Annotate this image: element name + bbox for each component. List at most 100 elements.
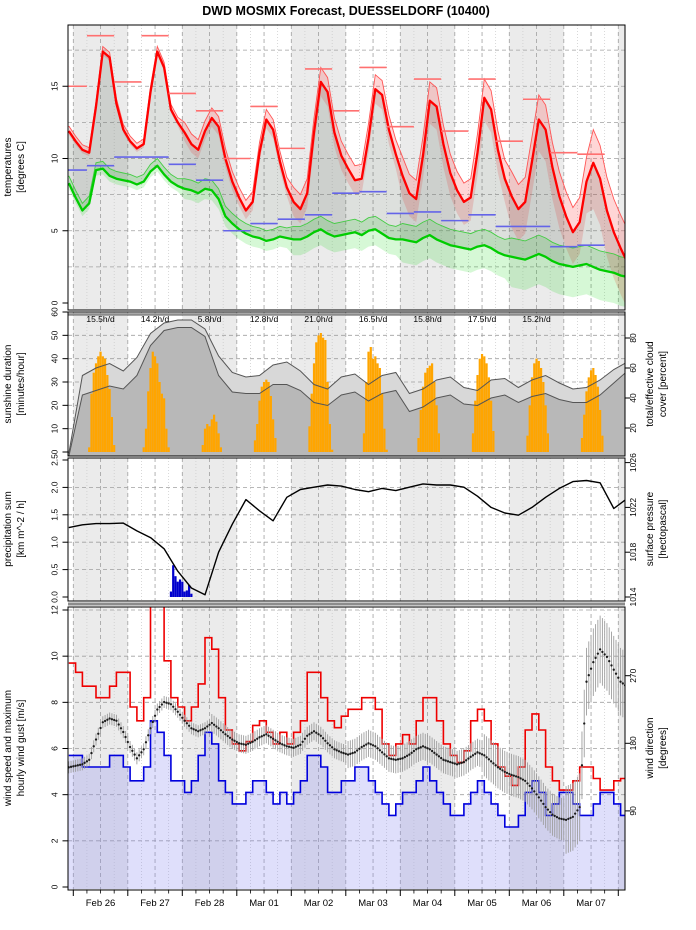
temperature-envelope-line xyxy=(68,44,625,226)
y-tick-label-right: 20 xyxy=(628,423,638,433)
wind-direction-dot xyxy=(549,811,552,814)
wind-direction-dot xyxy=(135,757,139,760)
sunshine-bar xyxy=(210,419,213,452)
sunshine-bar xyxy=(215,421,218,452)
wind-direction-dot xyxy=(564,818,568,822)
sunshine-bar xyxy=(108,389,111,452)
wind-direction-dot xyxy=(430,749,434,753)
wind-direction-dot xyxy=(573,812,577,815)
precipitation-bar xyxy=(178,579,182,597)
sunshine-bar xyxy=(149,368,152,452)
sunshine-bar xyxy=(274,438,277,452)
y-tick-label: 2 xyxy=(50,838,60,843)
wind-direction-dot xyxy=(108,717,111,720)
sunshine-bar xyxy=(378,368,381,452)
wind-direction-dot xyxy=(412,749,416,753)
wind-direction-dot xyxy=(535,793,538,796)
wind-direction-dot xyxy=(85,760,89,763)
wind-direction-dot xyxy=(387,757,391,760)
wind-direction-dot xyxy=(496,766,500,769)
wind-direction-dot xyxy=(124,735,127,739)
sunshine-bar xyxy=(417,438,420,452)
wind-direction-dot xyxy=(326,742,329,745)
wind-direction-dot xyxy=(399,757,402,760)
wind-direction-dot xyxy=(569,816,572,820)
sunshine-bar xyxy=(530,377,534,452)
y-tick-label: 0.5 xyxy=(50,563,60,575)
sunshine-bar xyxy=(151,351,154,452)
wind-direction-dot xyxy=(262,734,266,737)
wind-direction-dot xyxy=(340,751,343,754)
wind-direction-dot xyxy=(299,743,302,746)
wind-direction-dot xyxy=(212,723,216,726)
y-tick-label: 30 xyxy=(50,377,60,387)
y-tick-label: 10 xyxy=(50,651,60,661)
wind-direction-dot xyxy=(353,751,357,754)
wind-direction-dot xyxy=(458,762,461,765)
wind-direction-dot xyxy=(596,652,600,655)
wind-direction-dot xyxy=(292,746,295,749)
wind-direction-axis-title: wind direction xyxy=(645,717,656,779)
day-label: Mar 04 xyxy=(413,898,443,909)
sunshine-bar xyxy=(435,405,438,452)
wind-direction-dot xyxy=(464,759,468,762)
wind-direction-dot xyxy=(267,734,270,737)
y-tick-label: 0.0 xyxy=(50,591,60,603)
sunshine-bar xyxy=(153,356,157,452)
daily-sunshine-total-label: 15.2h/d xyxy=(522,314,551,324)
sunshine-bar xyxy=(308,426,311,452)
sunshine-bar xyxy=(317,335,320,452)
sunshine-bar xyxy=(385,449,388,452)
wind-direction-dot xyxy=(603,653,606,656)
daily-sunshine-total-label: 17.5h/d xyxy=(468,314,497,324)
temperature-uncertainty-band xyxy=(68,46,625,304)
wind-direction-dot xyxy=(524,779,527,783)
wind-direction-dot xyxy=(206,725,209,728)
wind-direction-dot xyxy=(119,727,123,730)
wind-direction-dot xyxy=(185,722,188,725)
wind-direction-dot xyxy=(385,755,388,758)
wind-direction-dot xyxy=(331,746,334,749)
wind-direction-dot xyxy=(306,734,309,737)
panel-border xyxy=(67,24,626,311)
wind-direction-dot xyxy=(74,764,77,767)
wind-axis-title: wind speed and maximum xyxy=(3,690,14,807)
sunshine-bar xyxy=(90,393,93,452)
sunshine-bar xyxy=(206,424,209,452)
wind-direction-dot xyxy=(589,667,593,670)
wind-speed-area xyxy=(68,720,625,889)
wind-direction-dot xyxy=(598,648,602,651)
wind-direction-dot xyxy=(592,661,595,664)
wind-direction-dot xyxy=(237,742,241,745)
sunshine-bar xyxy=(94,363,98,452)
sunshine-bar xyxy=(492,431,495,452)
wind-direction-dot xyxy=(455,763,459,766)
precipitation-bar xyxy=(183,591,186,597)
wind-gust-line xyxy=(68,607,625,791)
wind-direction-dot xyxy=(410,751,413,754)
wind-direction-dot xyxy=(489,760,493,763)
wind-direction-dot xyxy=(424,746,427,749)
y-tick-label-right: 1026 xyxy=(628,453,638,472)
wind-direction-dot xyxy=(494,764,497,767)
sunshine-bar xyxy=(430,363,434,452)
sunshine-bar xyxy=(201,445,204,452)
wind-direction-dot xyxy=(349,752,352,755)
wind-direction-dot xyxy=(283,744,286,747)
sunshine-bar xyxy=(88,447,91,452)
wind-direction-dot xyxy=(371,744,375,747)
y-tick-label: 60 xyxy=(50,307,60,317)
y-tick-label: 12 xyxy=(50,605,60,615)
sunshine-bar xyxy=(99,351,102,452)
wind-direction-dot xyxy=(333,748,336,751)
day-label: Mar 05 xyxy=(467,898,497,909)
wind-direction-dot xyxy=(337,750,341,753)
y-tick-label-right: 1014 xyxy=(628,587,638,606)
daily-sunshine-total-label: 16.5h/d xyxy=(359,314,388,324)
sunshine-bar xyxy=(471,433,475,452)
wind-direction-dot xyxy=(88,758,91,761)
wind-direction-dot xyxy=(610,664,613,667)
sunshine-bar xyxy=(328,424,332,452)
sunshine-bar xyxy=(272,419,275,452)
sunshine-bar xyxy=(269,396,272,452)
